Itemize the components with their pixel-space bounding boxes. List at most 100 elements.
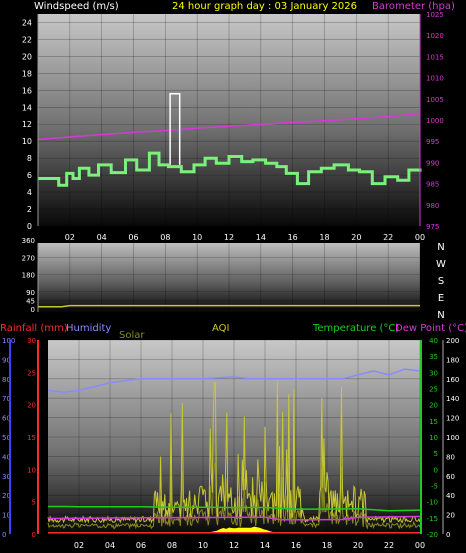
multi-x-tick: 20: [353, 541, 363, 550]
baro-y-tick: 990: [426, 159, 439, 167]
wind-x-tick: 04: [97, 233, 107, 242]
direction-y-tick: 270: [22, 254, 35, 262]
aqi-y-tick: 180: [446, 356, 459, 364]
multi-x-tick: 10: [198, 541, 208, 550]
rainfall-y-tick: 5: [32, 499, 36, 507]
aqi-label: AQI: [212, 323, 230, 334]
temperature-y-tick: 10: [429, 434, 438, 442]
compass-label: S: [438, 276, 444, 287]
rainfall-y-tick: 30: [27, 337, 36, 345]
humidity-y-tick: 80: [2, 376, 11, 384]
humidity-y-tick: 30: [2, 473, 11, 481]
multi-x-tick: 14: [260, 541, 270, 550]
humidity-y-tick: 100: [2, 337, 15, 345]
multi-x-tick: 08: [167, 541, 177, 550]
direction-y-tick: 90: [26, 289, 35, 297]
wind-y-tick: 24: [22, 18, 32, 27]
baro-y-tick: 1000: [426, 117, 444, 125]
baro-y-tick: 1025: [426, 11, 444, 19]
temperature-line: [48, 505, 421, 512]
wind-axis-title: Windspeed (m/s): [34, 1, 119, 12]
wind-y-tick: 8: [27, 154, 32, 163]
multi-x-tick: 02: [74, 541, 84, 550]
wind-y-tick: 6: [27, 171, 32, 180]
wind-y-tick: 20: [22, 52, 32, 61]
temperature-y-tick: -10: [427, 499, 438, 507]
wind-y-tick: 0: [27, 222, 32, 231]
rainfall-y-ticks: 0 5 10 15 20 25 30: [27, 337, 36, 539]
solar-label: Solar: [119, 330, 145, 341]
direction-y-tick: 0: [31, 306, 35, 314]
dewpoint-line: [47, 515, 421, 521]
temperature-y-tick: 15: [429, 418, 438, 426]
baro-y-tick: 975: [426, 223, 439, 231]
temperature-y-tick: 0: [434, 466, 438, 474]
baro-y-tick: 1010: [426, 75, 444, 83]
baro-axis-title: Barometer (hpa): [372, 1, 455, 12]
humidity-y-tick: 0: [2, 531, 6, 539]
aqi-y-tick: 20: [446, 512, 455, 520]
wind-x-tick: 16: [288, 233, 298, 242]
rainfall-y-tick: 0: [32, 531, 36, 539]
rainfall-axis-title: Rainfall (mm): [0, 323, 68, 334]
wind-x-tick: 06: [128, 233, 138, 242]
direction-y-tick: 180: [22, 272, 35, 280]
multi-x-tick: 16: [291, 541, 301, 550]
multi-x-ticks: 02 04 06 08 10 12 14 16 18 20 22 00: [74, 541, 425, 550]
baro-y-tick: 1020: [426, 32, 444, 40]
wind-x-tick: 18: [319, 233, 329, 242]
humidity-axis-title: Humidity: [66, 323, 111, 334]
wind-y-tick: 2: [27, 205, 32, 214]
temperature-y-tick: -5: [431, 483, 438, 491]
compass-label: N: [437, 310, 444, 321]
aqi-y-tick: 140: [446, 395, 459, 403]
humidity-y-tick: 70: [2, 395, 11, 403]
aqi-y-tick: 40: [446, 492, 455, 500]
baro-y-tick: 1005: [426, 96, 444, 104]
wind-y-tick: 12: [22, 120, 32, 129]
temperature-y-tick: 30: [429, 369, 438, 377]
multi-x-tick: 04: [105, 541, 115, 550]
rainfall-y-tick: 25: [27, 369, 36, 377]
wind-x-tick: 14: [256, 233, 266, 242]
compass-label: N: [437, 242, 444, 253]
multi-x-tick: 22: [384, 541, 394, 550]
temperature-y-tick: 40: [429, 337, 438, 345]
baro-y-tick: 985: [426, 181, 439, 189]
aqi-y-tick: 120: [446, 415, 459, 423]
wind-x-tick: 08: [160, 233, 170, 242]
aqi-y-tick: 160: [446, 376, 459, 384]
humidity-line: [47, 368, 421, 394]
wind-y-tick: 16: [22, 86, 32, 95]
temperature-y-tick: 20: [429, 402, 438, 410]
multi-x-tick: 18: [322, 541, 332, 550]
humidity-y-tick: 20: [2, 492, 11, 500]
rainfall-y-tick: 15: [27, 434, 36, 442]
dewpoint-axis-title: Dew Point (°C): [395, 323, 466, 334]
temperature-y-tick: -15: [427, 515, 438, 523]
humidity-y-tick: 40: [2, 453, 11, 461]
temperature-axis-title: Temperature (°C): [312, 323, 399, 334]
aqi-y-tick: 200: [446, 337, 459, 345]
humidity-y-tick: 50: [2, 434, 11, 442]
aqi-y-ticks: 0 20 40 60 80 100 120 140 160 180 200: [446, 337, 459, 539]
humidity-y-ticks: 0 10 20 30 40 50 60 70 80 90 100: [2, 337, 15, 539]
chart-title: 24 hour graph day : 03 January 2026: [172, 1, 357, 12]
aqi-y-tick: 0: [446, 531, 450, 539]
wind-y-tick: 10: [22, 137, 32, 146]
wind-speed-line: [38, 151, 422, 187]
wind-y-tick: 22: [22, 35, 32, 44]
direction-y-tick: 360: [22, 237, 35, 245]
wind-y-tick: 14: [22, 103, 32, 112]
temperature-y-tick: -20: [427, 531, 438, 539]
wind-direction-line: [38, 304, 420, 308]
baro-y-ticks: 975 980 985 990 995 1000 1005 1010 1015 1020 1025: [426, 11, 444, 231]
wind-y-tick: 4: [27, 188, 32, 197]
baro-y-tick: 995: [426, 138, 439, 146]
barometer-line: [37, 112, 421, 141]
rainfall-y-tick: 20: [27, 402, 36, 410]
wind-x-tick: 02: [65, 233, 75, 242]
